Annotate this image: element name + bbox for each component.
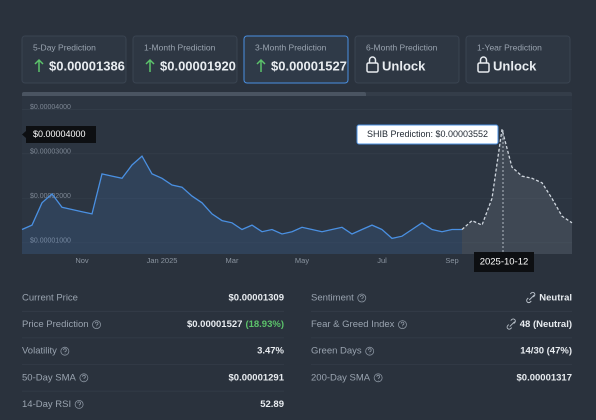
card-label: 6-Month Prediction: [366, 42, 438, 52]
crosshair-pointer: [22, 131, 26, 138]
stat-label: Current Price: [22, 293, 78, 304]
card[interactable]: [21, 35, 127, 84]
lock-icon: [477, 62, 490, 73]
help-icon[interactable]: [398, 320, 407, 330]
crosshair-date: 2025-10-12: [480, 257, 529, 268]
stat-value[interactable]: Neutral: [539, 293, 572, 304]
stat-label: Volatility: [22, 346, 57, 357]
x-tick-label: Jan 2025: [147, 256, 178, 265]
help-icon[interactable]: [373, 373, 383, 383]
help-icon-mark: [94, 321, 99, 328]
stat-value: $0.00001317: [517, 372, 572, 383]
help-icon[interactable]: [79, 373, 89, 383]
crosshair-date-box: [474, 252, 534, 272]
help-icon-mark: [77, 401, 81, 407]
up-arrow-icon: [145, 58, 155, 72]
stat-change: (18.93%): [245, 319, 284, 330]
help-icon-mark: [82, 374, 86, 381]
card-value: $0.00001920: [160, 58, 236, 73]
card-value: $0.00001527: [271, 58, 347, 73]
stat-value: $0.00001309: [229, 293, 284, 304]
card-value: Unlock: [382, 58, 426, 73]
stat-label: 50-Day SMA: [22, 372, 77, 383]
prediction-cards: 5-Day Prediction $0.00001386 1-Month Predi…: [21, 35, 571, 84]
stat-label: Price Prediction: [22, 319, 89, 330]
help-icon[interactable]: [92, 320, 101, 330]
crosshair-price: $0.00004000: [33, 129, 86, 139]
stat-label: 14-Day RSI: [22, 399, 71, 410]
help-icon[interactable]: [74, 399, 84, 409]
lock-icon: [479, 56, 488, 63]
lock-icon: [368, 56, 377, 63]
card-value: Unlock: [493, 58, 537, 73]
stat-value: 14/30 (47%): [520, 346, 572, 357]
stats: Current Price $0.00001309 Price Prediction…: [22, 292, 572, 410]
x-tick-label: May: [295, 256, 309, 265]
card[interactable]: [243, 35, 349, 84]
stat-value: $0.00001527: [187, 319, 242, 330]
y-tick-label: $0.00001000: [30, 238, 71, 245]
line: [21, 155, 462, 240]
lock-icon: [366, 62, 379, 73]
crosshair-price-box: [26, 126, 96, 143]
card-label: 1-Year Prediction: [477, 42, 542, 52]
help-icon-mark: [63, 348, 67, 354]
help-icon-mark: [376, 374, 381, 381]
y-tick-label: $0.00004000: [30, 104, 71, 111]
stat-label: 200-Day SMA: [311, 372, 371, 383]
stat-value: 3.47%: [257, 346, 284, 357]
card[interactable]: [354, 35, 460, 84]
y-tick-label: $0.00003000: [30, 149, 71, 156]
up-arrow-icon: [34, 58, 44, 72]
card-label: 3-Month Prediction: [255, 42, 327, 52]
stat-value: $0.00001291: [229, 372, 285, 383]
card[interactable]: [132, 35, 238, 84]
x-tick-label: Jul: [377, 256, 387, 265]
stat-label: Sentiment: [311, 293, 354, 304]
tooltip-box: [356, 124, 499, 145]
help-icon[interactable]: [60, 346, 70, 356]
up-arrow-icon: [256, 58, 266, 72]
card[interactable]: [465, 35, 571, 84]
help-icon-mark: [360, 295, 364, 301]
tooltip-text: SHIB Prediction: $0.00003552: [367, 129, 488, 139]
stat-value[interactable]: 48 (Neutral): [520, 319, 572, 330]
area: [462, 129, 572, 254]
help-icon-mark: [367, 348, 372, 354]
card-value: $0.00001386: [49, 58, 125, 73]
card-label: 5-Day Prediction: [33, 42, 96, 52]
x-tick-label: Sep: [445, 256, 458, 265]
stat-value: 52.89: [260, 399, 284, 410]
help-icon[interactable]: [365, 346, 375, 356]
help-icon[interactable]: [357, 293, 367, 303]
plot-area: [22, 96, 572, 254]
link-icon: [526, 292, 536, 303]
card-label: 1-Month Prediction: [144, 42, 216, 52]
x-tick-label: Nov: [75, 256, 89, 265]
x-tick-label: Mar: [226, 256, 239, 265]
stat-label: Green Days: [311, 346, 362, 357]
line: [461, 129, 573, 230]
link-icon: [506, 318, 516, 330]
help-icon-mark: [400, 321, 405, 328]
y-tick-label: $0.00002000: [30, 193, 71, 200]
chart: $0.00001000 $0.00002000 $0.00003000 $0.0000…: [21, 96, 573, 272]
stat-label: Fear & Greed Index: [311, 319, 395, 330]
area: [22, 156, 462, 254]
